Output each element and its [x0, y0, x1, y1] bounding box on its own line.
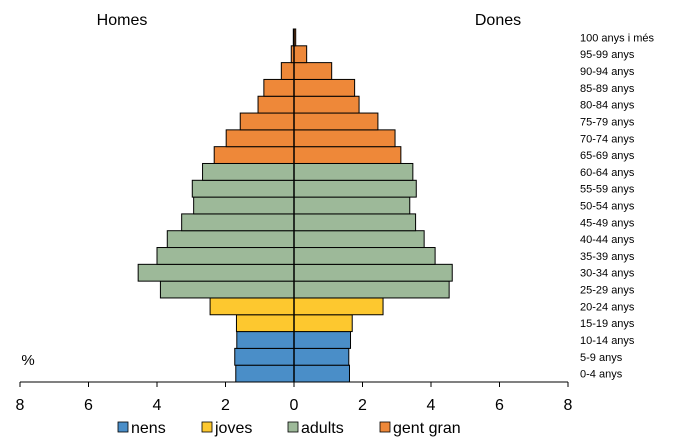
- bar-women-9: [293, 213, 417, 232]
- bar-men-1: [234, 347, 295, 366]
- legend-label-joves: joves: [214, 420, 252, 437]
- bar-men-11: [191, 179, 295, 198]
- age-label-15: 75-79 anys: [580, 116, 635, 128]
- x-tick-label-3: 2: [221, 397, 230, 414]
- bar-women-16: [293, 95, 360, 114]
- age-label-11: 55-59 anys: [580, 184, 635, 196]
- age-label-3: 15-19 anys: [580, 318, 635, 330]
- x-tick-label-1: 6: [84, 397, 93, 414]
- bar-women-4: [293, 297, 384, 316]
- legend: nens joves adults gent gran: [117, 420, 461, 437]
- age-label-19: 95-99 anys: [580, 49, 635, 61]
- bar-women-19: [293, 45, 308, 64]
- age-label-1: 5-9 anys: [580, 352, 623, 364]
- x-tick-label-4: 0: [290, 397, 299, 414]
- x-tick-label-2: 4: [153, 397, 162, 414]
- unit-label: %: [21, 352, 34, 369]
- age-label-5: 25-29 anys: [580, 285, 635, 297]
- age-label-10: 50-54 anys: [580, 201, 635, 213]
- bar-women-8: [293, 230, 425, 249]
- bar-women-10: [293, 196, 411, 215]
- legend-label-adults: adults: [301, 420, 344, 437]
- bar-women-17: [293, 78, 356, 97]
- bar-women-11: [293, 179, 417, 198]
- legend-swatch-adults: [287, 421, 299, 433]
- bar-women-1: [293, 347, 350, 366]
- bar-men-6: [137, 263, 295, 282]
- bar-men-0: [235, 364, 295, 383]
- bar-men-3: [235, 314, 295, 333]
- age-label-18: 90-94 anys: [580, 66, 635, 78]
- bar-men-2: [236, 331, 295, 349]
- bar-women-2: [293, 331, 352, 349]
- bar-women-18: [293, 62, 333, 80]
- bar-men-9: [181, 213, 295, 232]
- age-label-8: 40-44 anys: [580, 234, 635, 246]
- age-label-4: 20-24 anys: [580, 301, 635, 313]
- bar-men-7: [156, 247, 295, 265]
- legend-swatch-joves: [201, 421, 213, 433]
- bar-women-15: [293, 112, 379, 131]
- legend-swatch-gent_gran: [379, 421, 391, 433]
- bar-men-4: [209, 297, 295, 316]
- bar-women-0: [293, 364, 350, 383]
- bar-men-18: [280, 62, 295, 80]
- age-label-6: 30-34 anys: [580, 268, 635, 280]
- age-label-13: 65-69 anys: [580, 150, 635, 162]
- x-tick-label-5: 2: [358, 397, 367, 414]
- age-label-9: 45-49 anys: [580, 217, 635, 229]
- age-label-17: 85-89 anys: [580, 83, 635, 95]
- age-label-0: 0-4 anys: [580, 369, 623, 381]
- bar-women-13: [293, 146, 402, 164]
- age-label-16: 80-84 anys: [580, 100, 635, 112]
- age-label-20: 100 anys i més: [580, 32, 654, 44]
- legend-swatch-nens: [117, 421, 129, 433]
- bar-women-3: [293, 314, 353, 333]
- age-label-2: 10-14 anys: [580, 335, 635, 347]
- bar-men-15: [239, 112, 295, 131]
- x-tick-label-8: 8: [564, 397, 573, 414]
- bar-women-7: [293, 247, 436, 265]
- age-labels-layer: 0-4 anys 5-9 anys 10-14 anys 15-19 anys 20-2…: [580, 32, 654, 380]
- bar-men-10: [193, 196, 295, 215]
- x-tick-label-6: 4: [427, 397, 436, 414]
- bar-men-14: [225, 129, 295, 148]
- legend-label-nens: nens: [131, 420, 166, 437]
- bars-layer: [137, 28, 453, 383]
- right-side-title: Dones: [475, 12, 521, 29]
- left-side-title: Homes: [97, 12, 148, 29]
- x-tick-label-7: 6: [495, 397, 504, 414]
- legend-label-gent_gran: gent gran: [393, 420, 461, 437]
- bar-men-8: [166, 230, 295, 249]
- bar-men-5: [159, 280, 295, 299]
- x-tick-label-0: 8: [16, 397, 25, 414]
- bar-women-12: [293, 162, 414, 181]
- bar-men-17: [263, 78, 295, 97]
- bar-men-13: [213, 146, 295, 164]
- age-label-12: 60-64 anys: [580, 167, 635, 179]
- bar-women-14: [293, 129, 396, 148]
- age-label-14: 70-74 anys: [580, 133, 635, 145]
- axes-layer: 8 6 4 2 0 2 4 6 8: [16, 29, 573, 414]
- bar-men-12: [202, 162, 295, 181]
- bar-women-6: [293, 263, 453, 282]
- bar-women-5: [293, 280, 450, 299]
- age-label-7: 35-39 anys: [580, 251, 635, 263]
- bar-men-16: [257, 95, 295, 114]
